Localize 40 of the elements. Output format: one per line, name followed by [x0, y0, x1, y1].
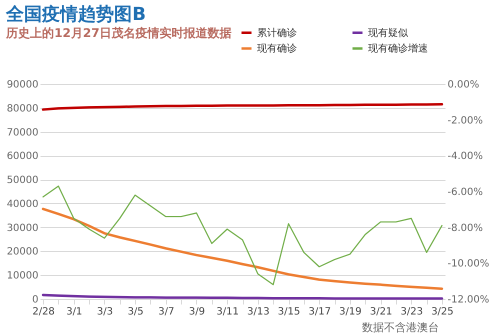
x-tick-label: 3/21 [370, 306, 392, 318]
legend-label: 累计确诊 [257, 26, 297, 39]
y2-tick-label: -10.00% [448, 258, 490, 270]
chart-subtitle: 历史上的12月27日茂名疫情实时报道数据 [5, 26, 232, 40]
y-tick-label: 30000 [6, 222, 38, 234]
y-tick-label: 70000 [6, 127, 38, 138]
x-tick-label: 3/19 [339, 306, 362, 318]
y-tick-label: 90000 [6, 80, 38, 90]
x-tick-label: 2/28 [32, 306, 55, 318]
y-tick-label: 80000 [6, 103, 38, 114]
legend-label: 现有确诊增速 [368, 42, 428, 54]
y-tick-label: 10000 [6, 270, 38, 282]
x-tick-label: 3/7 [158, 306, 174, 318]
line-series [42, 208, 444, 290]
y2-tick-label: -4.00% [448, 151, 483, 162]
x-tick-label: 3/9 [188, 306, 206, 318]
y2-tick-label: 0.00% [448, 80, 480, 90]
text: 数据不含港澳台 [362, 321, 439, 334]
legend-label: 现有确诊 [257, 42, 297, 54]
line-series [42, 186, 443, 286]
x-tick-label: 3/17 [308, 306, 331, 318]
x-tick-label: 3/1 [66, 306, 82, 318]
y-tick-label: 60000 [6, 151, 38, 162]
x-tick-label: 3/15 [278, 306, 300, 318]
x-tick-label: 3/23 [400, 306, 423, 318]
legend-label: 现有疑似 [368, 26, 408, 39]
y-tick-label: 40000 [6, 198, 38, 210]
y2-tick-label: -6.00% [448, 187, 483, 198]
y-tick-label: 50000 [6, 175, 38, 186]
x-tick-label: 3/25 [431, 306, 454, 318]
y-tick-label: 0 [32, 294, 38, 306]
chart-title: 全国疫情趋势图B [5, 4, 146, 25]
x-tick-label: 3/13 [247, 306, 270, 318]
y2-tick-label: -12.00% [448, 294, 490, 306]
y-tick-label: 20000 [6, 246, 38, 258]
y2-tick-label: -2.00% [448, 115, 483, 126]
x-tick-label: 3/11 [216, 306, 239, 318]
y2-tick-label: -8.00% [448, 222, 483, 234]
x-tick-label: 3/3 [96, 306, 113, 318]
x-tick-label: 3/5 [128, 306, 144, 318]
